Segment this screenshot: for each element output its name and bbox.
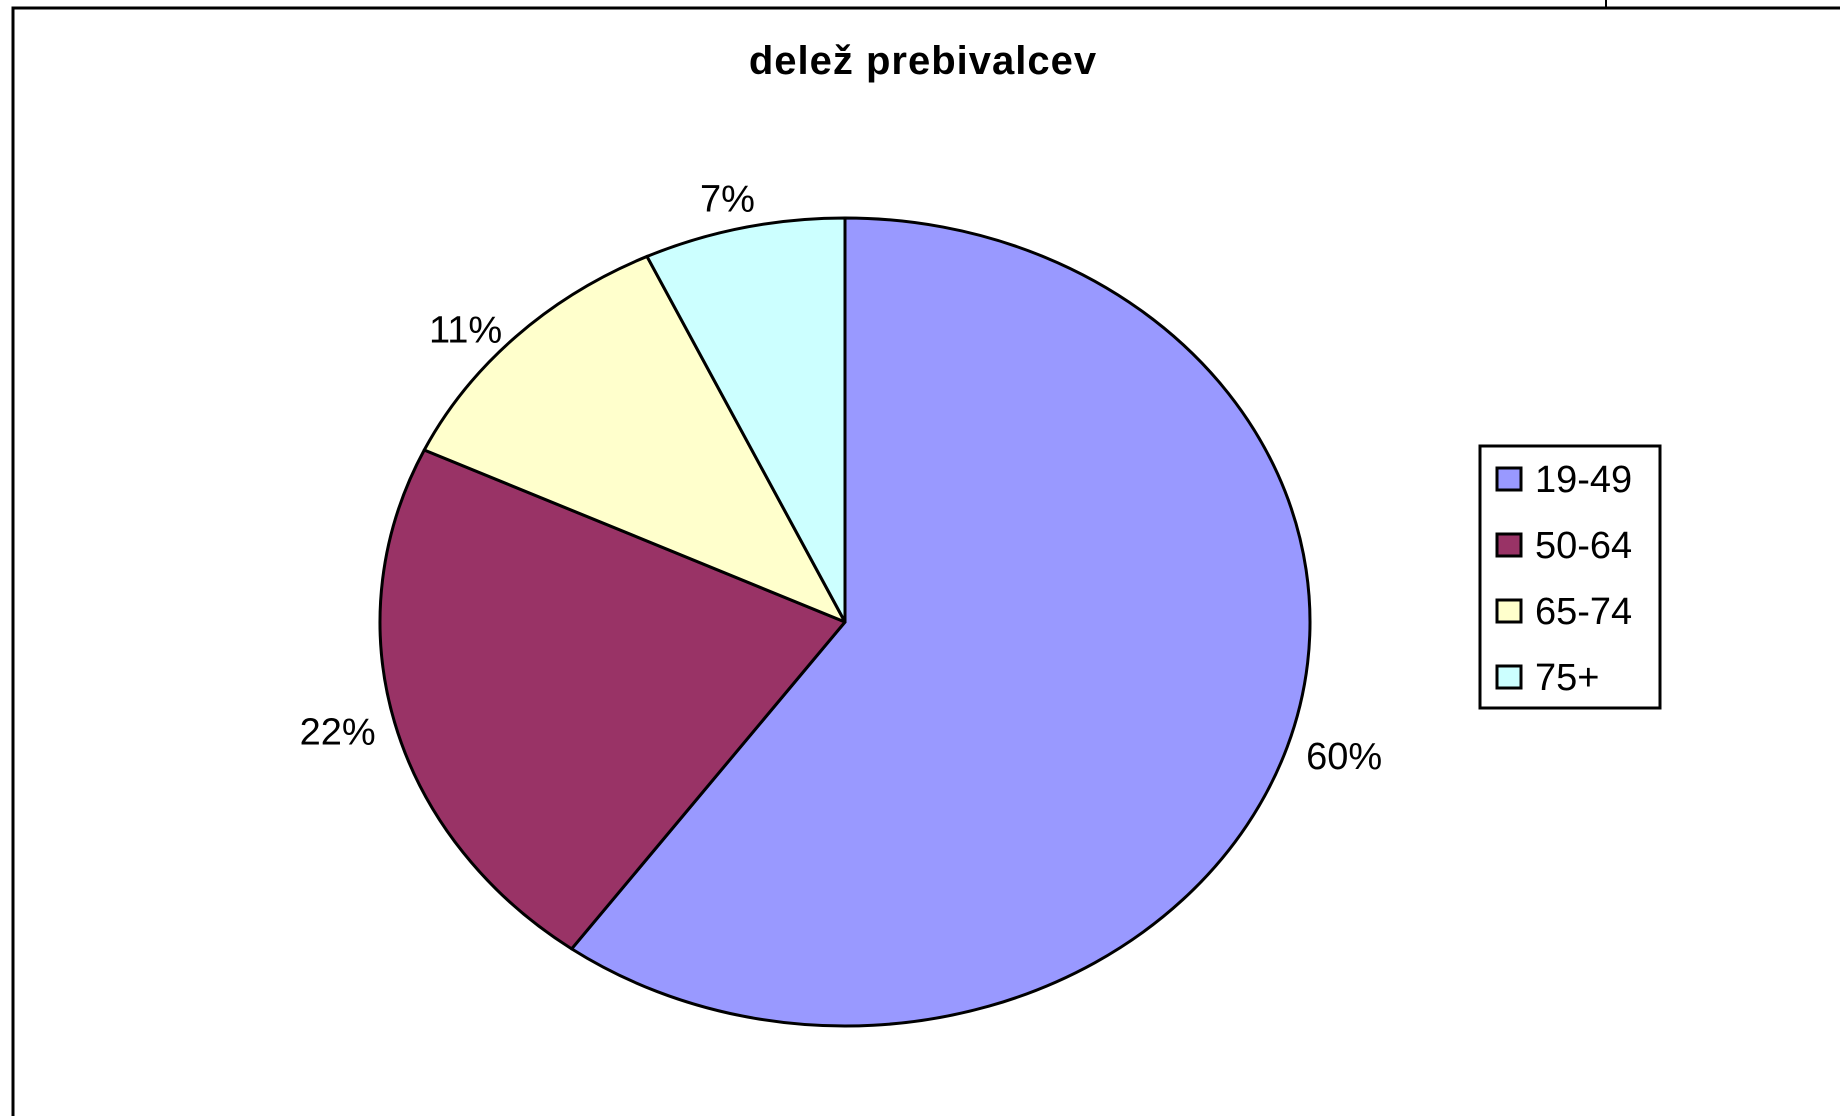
legend-swatch-19-49 (1495, 466, 1523, 492)
chart-title: delež prebivalcev (749, 39, 1097, 83)
legend-swatch-75+ (1495, 664, 1523, 690)
legend-swatch-50-64 (1495, 532, 1523, 558)
pie-slice-19-49 (570, 216, 1312, 1028)
pie-slice-75+ (645, 216, 847, 624)
legend-label-50-64: 50-64 (1535, 525, 1632, 567)
pie-slice-65-74 (422, 254, 847, 624)
legend-swatch-65-74 (1495, 598, 1523, 624)
data-labels: 60% 22% 11% 7% (300, 179, 1383, 778)
legend-label-75+: 75+ (1535, 657, 1599, 699)
data-label-50-64: 22% (300, 712, 376, 754)
legend-label-65-74: 65-74 (1535, 591, 1632, 633)
data-label-19-49: 60% (1306, 736, 1382, 778)
legend: 19-49 50-64 65-74 75+ (1478, 444, 1662, 710)
data-label-75+: 7% (700, 179, 755, 221)
pie-slices (378, 216, 1312, 1028)
legend-label-19-49: 19-49 (1535, 459, 1632, 501)
data-label-65-74: 11% (429, 309, 502, 351)
legend-items: 19-49 50-64 65-74 75+ (1495, 459, 1632, 699)
